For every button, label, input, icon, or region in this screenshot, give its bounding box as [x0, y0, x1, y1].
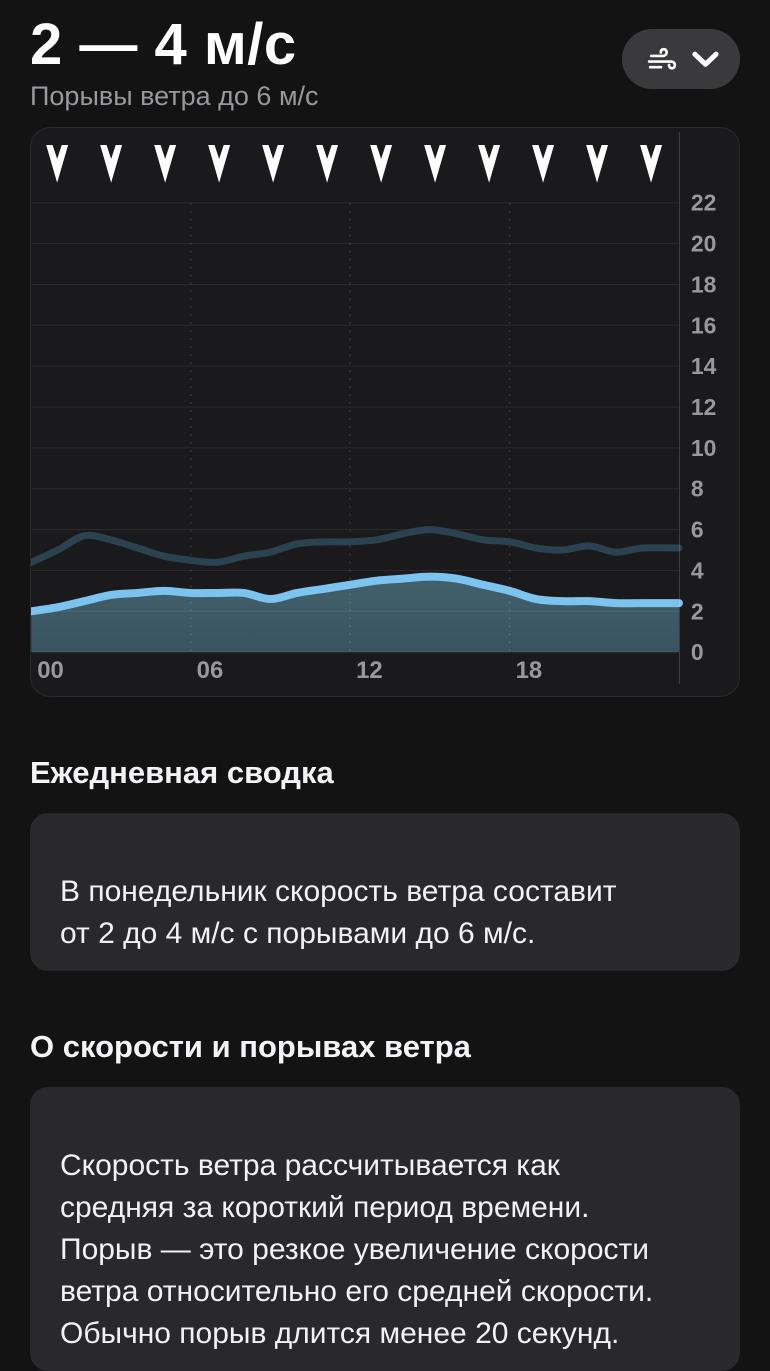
- wind-speed-line: [31, 572, 683, 616]
- chevron-down-icon: [691, 50, 720, 69]
- wind-icon: [643, 41, 680, 78]
- wind-direction-arrow: [424, 144, 447, 183]
- wind-gusts-line: [31, 526, 683, 567]
- wind-direction-arrow: [100, 144, 123, 183]
- y-axis-label: 12: [691, 394, 716, 420]
- y-axis-label: 10: [691, 435, 716, 461]
- y-axis-label: 16: [691, 312, 716, 338]
- y-axis-label: 20: [691, 231, 716, 257]
- y-axis-label: 4: [691, 557, 704, 583]
- wind-chart-card[interactable]: 0 2 4 6 8 10 12 14 16 18 20 22 00 06 12 18: [30, 127, 740, 697]
- x-axis-label: 12: [356, 657, 383, 684]
- y-axis-label: 8: [691, 476, 704, 502]
- y-axis-label: 2: [691, 598, 704, 624]
- x-axis-label: 06: [197, 657, 224, 684]
- wind-direction-arrow: [586, 144, 609, 183]
- header: 2 — 4 м/с Порывы ветра до 6 м/с: [30, 12, 740, 112]
- page-title: 2 — 4 м/с: [30, 12, 297, 77]
- about-wind-text: Скорость ветра рассчитывается как средня…: [60, 1149, 654, 1350]
- wind-direction-arrow: [208, 144, 231, 183]
- x-axis-label: 18: [516, 657, 543, 684]
- section-heading-daily-summary: Ежедневная сводка: [30, 755, 334, 790]
- wind-direction-arrow: [262, 144, 285, 183]
- wind-direction-arrow: [640, 144, 663, 183]
- wind-direction-arrow: [154, 144, 177, 183]
- about-wind-card: Скорость ветра рассчитывается как средня…: [30, 1087, 740, 1371]
- page-subtitle: Порывы ветра до 6 м/с: [30, 81, 319, 111]
- wind-direction-arrow: [478, 144, 501, 183]
- section-heading-about-wind: О скорости и порывах ветра: [30, 1029, 471, 1064]
- x-axis-label: 00: [37, 657, 64, 684]
- y-axis-label: 14: [691, 353, 717, 379]
- wind-direction-arrow: [370, 144, 393, 183]
- y-axis-label: 0: [691, 639, 704, 665]
- wind-direction-arrow: [316, 144, 339, 183]
- y-axis-label: 18: [691, 271, 717, 297]
- daily-summary-card: В понедельник скорость ветра составит от…: [30, 813, 740, 971]
- daily-summary-text: В понедельник скорость ветра составит от…: [60, 875, 617, 950]
- wind-chart[interactable]: 0 2 4 6 8 10 12 14 16 18 20 22 00 06 12 18: [31, 128, 739, 696]
- y-axis-label: 22: [691, 190, 716, 216]
- wind-direction-arrow: [532, 144, 555, 183]
- wind-metric-selector-button[interactable]: [622, 29, 740, 89]
- wind-direction-arrow: [46, 144, 69, 183]
- y-axis-label: 6: [691, 517, 704, 543]
